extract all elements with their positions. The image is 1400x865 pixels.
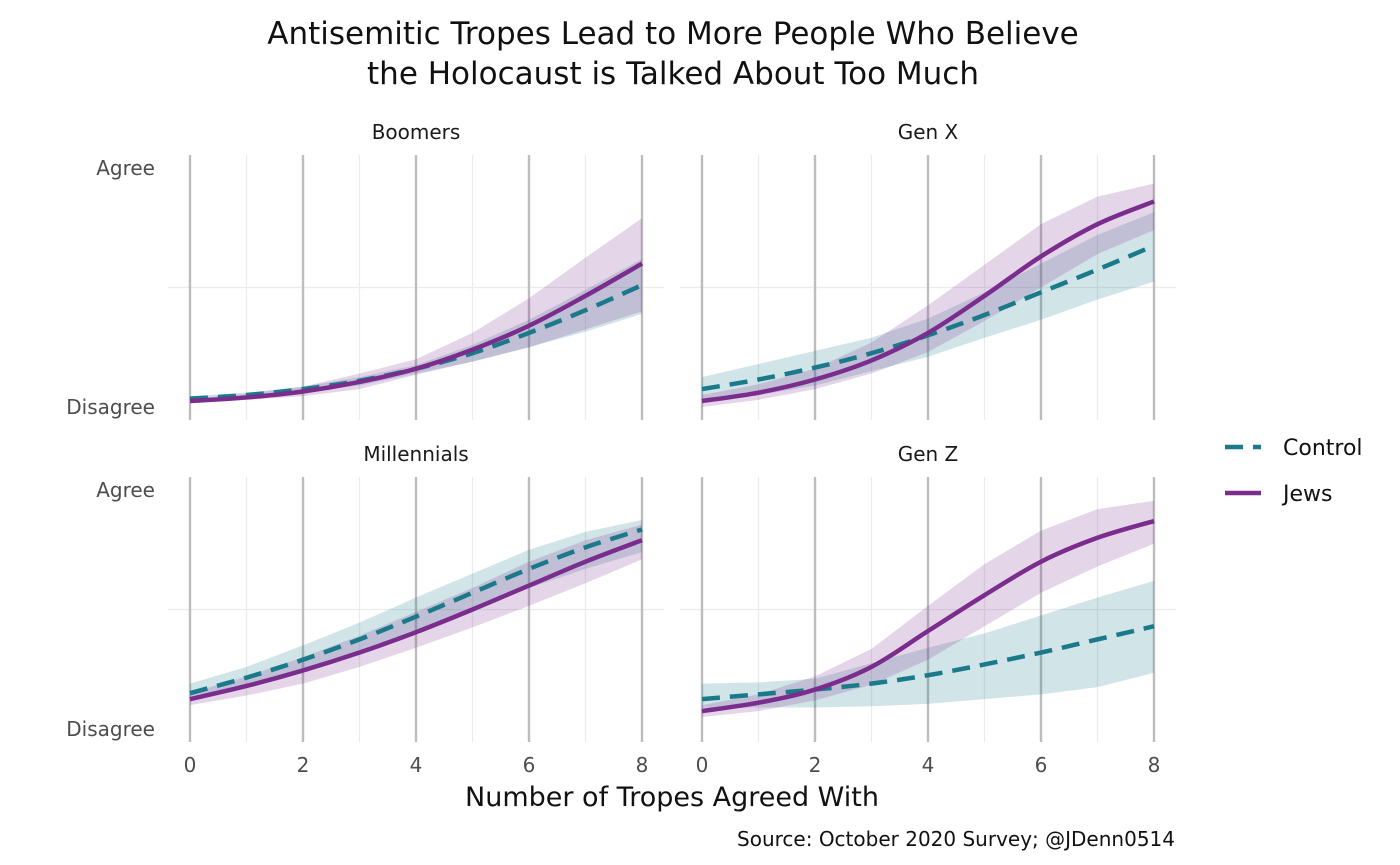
facet-panel: Gen X (680, 120, 1176, 420)
facet-panel: Boomers Disagree Agree (66, 120, 664, 420)
facet-label: Gen Z (898, 442, 959, 466)
facet-panel: Gen Z 0 2 4 6 8 (680, 442, 1176, 777)
legend-item: Jews (1225, 482, 1332, 507)
control-confidence-band (190, 519, 642, 700)
y-tick-label: Agree (96, 156, 155, 180)
jews-confidence-band (190, 218, 642, 404)
legend-item: Control (1225, 436, 1363, 461)
x-tick-label: 8 (636, 753, 649, 777)
x-tick-label: 6 (1035, 753, 1048, 777)
jews-line (189, 538, 643, 702)
facet-label: Gen X (898, 120, 959, 144)
x-tick-label: 2 (809, 753, 822, 777)
chart-title: Antisemitic Tropes Lead to More People W… (267, 16, 1079, 92)
x-tick-label: 6 (523, 753, 536, 777)
legend: Control Jews (1225, 436, 1363, 507)
x-axis-label: Number of Tropes Agreed With (465, 782, 879, 813)
jews-confidence-band (702, 183, 1154, 407)
y-tick-label: Disagree (66, 395, 155, 419)
control-confidence-band (190, 258, 642, 402)
x-tick-label: 4 (922, 753, 935, 777)
y-tick-label: Agree (96, 478, 155, 502)
facet-panels: Boomers Disagree Agree Gen X Millennials Disa… (66, 120, 1176, 777)
jews-line (701, 518, 1155, 714)
control-confidence-band (702, 212, 1154, 402)
facet-label: Millennials (363, 442, 468, 466)
legend-label: Control (1283, 436, 1363, 461)
facet-label: Boomers (372, 120, 461, 144)
chart-title-line-2: the Holocaust is Talked About Too Much (367, 56, 979, 92)
x-tick-label: 8 (1148, 753, 1161, 777)
jews-line (189, 261, 644, 404)
jews-line (701, 199, 1155, 404)
x-tick-label: 0 (696, 753, 709, 777)
control-line (701, 624, 1155, 702)
chart-title-line-1: Antisemitic Tropes Lead to More People W… (267, 16, 1079, 52)
control-confidence-band (702, 580, 1154, 708)
y-tick-label: Disagree (66, 717, 155, 741)
legend-label: Jews (1281, 482, 1332, 507)
facet-panel: Millennials Disagree Agree 0 2 4 6 8 (66, 442, 664, 777)
jews-confidence-band (702, 500, 1154, 718)
x-tick-label: 4 (410, 753, 423, 777)
x-tick-label: 2 (297, 753, 310, 777)
x-tick-label: 0 (184, 753, 197, 777)
caption: Source: October 2020 Survey; @JDenn0514 (737, 827, 1175, 851)
control-line (189, 527, 643, 696)
